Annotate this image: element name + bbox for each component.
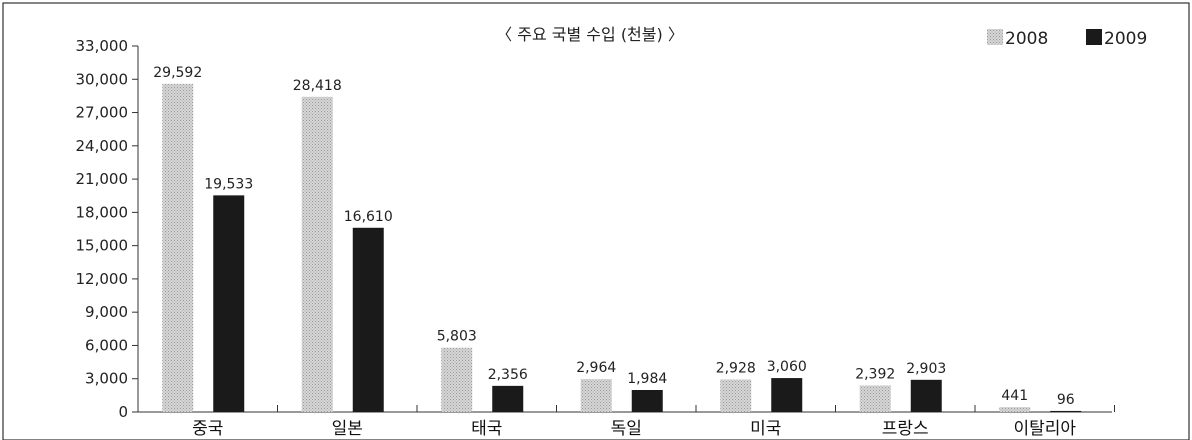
bar-2008-3 <box>441 347 473 412</box>
y-tick-label: 18,000 <box>76 203 129 221</box>
bar-2008-4 <box>580 379 612 412</box>
bars <box>162 83 1082 412</box>
x-category-label: 프랑스 <box>882 419 929 439</box>
value-label-2009-6: 2,903 <box>906 361 946 377</box>
legend: 2008 2009 <box>987 29 1147 49</box>
y-tick-label: 27,000 <box>76 104 129 122</box>
x-category-label: 중국 <box>192 419 223 439</box>
bar-2009-5 <box>771 378 803 412</box>
value-label-2008-5: 2,928 <box>716 361 756 377</box>
value-label-2009-7: 96 <box>1057 392 1075 408</box>
bar-2009-1 <box>213 195 245 412</box>
value-label-2009-3: 2,356 <box>488 367 528 383</box>
y-tick-label: 33,000 <box>76 37 129 55</box>
value-label-2009-1: 19,533 <box>204 176 253 192</box>
bar-2009-7 <box>1050 410 1082 412</box>
bar-2008-7 <box>999 407 1031 412</box>
y-tick-label: 6,000 <box>85 336 128 354</box>
value-label-2008-3: 5,803 <box>437 329 477 345</box>
y-tick-label: 12,000 <box>76 270 129 288</box>
x-category-label: 일본 <box>332 419 363 439</box>
bar-2009-6 <box>910 379 942 412</box>
x-category-label: 독일 <box>611 419 642 439</box>
bar-2009-4 <box>631 389 663 412</box>
y-tick-label: 24,000 <box>76 137 129 155</box>
bar-2008-2 <box>301 96 333 412</box>
bar-2008-1 <box>162 83 194 412</box>
value-label-2008-7: 441 <box>1001 388 1028 404</box>
y-tick-label: 0 <box>118 403 128 421</box>
legend-label-2009: 2009 <box>1104 29 1147 49</box>
value-label-2008-2: 28,418 <box>293 78 342 94</box>
y-tick-label: 3,000 <box>85 370 128 388</box>
legend-swatch-2009 <box>1086 29 1102 45</box>
y-tick-label: 15,000 <box>76 237 129 255</box>
y-axis: 0 3,000 6,000 9,000 12,000 15,000 18,000 21,000… <box>76 37 139 421</box>
x-category-label: 미국 <box>750 419 781 439</box>
bar-2009-2 <box>352 227 384 412</box>
value-label-2008-6: 2,392 <box>855 366 895 382</box>
bar-2008-6 <box>859 385 891 412</box>
value-label-2009-2: 16,610 <box>344 209 393 225</box>
legend-label-2008: 2008 <box>1005 29 1048 49</box>
x-category-label: 태국 <box>471 419 502 439</box>
legend-swatch-2008 <box>987 29 1003 45</box>
bar-2008-5 <box>720 379 752 412</box>
value-labels: 29,592 19,533 28,418 16,610 5,803 2,356 2,964 1… <box>153 65 1074 408</box>
x-category-label: 이탈리아 <box>1013 419 1076 439</box>
y-tick-label: 9,000 <box>85 303 128 321</box>
bar-2009-3 <box>492 385 524 412</box>
y-tick-label: 30,000 <box>76 70 129 88</box>
x-axis: 중국 일본 태국 독일 미국 프랑스 이탈리아 <box>137 405 1115 439</box>
chart-title: 〈 주요 국별 수입 (천불) 〉 <box>496 25 684 44</box>
y-tick-label: 21,000 <box>76 170 129 188</box>
value-label-2009-5: 3,060 <box>767 359 807 375</box>
value-label-2008-4: 2,964 <box>576 360 616 376</box>
value-label-2009-4: 1,984 <box>627 371 667 387</box>
value-label-2008-1: 29,592 <box>153 65 202 81</box>
